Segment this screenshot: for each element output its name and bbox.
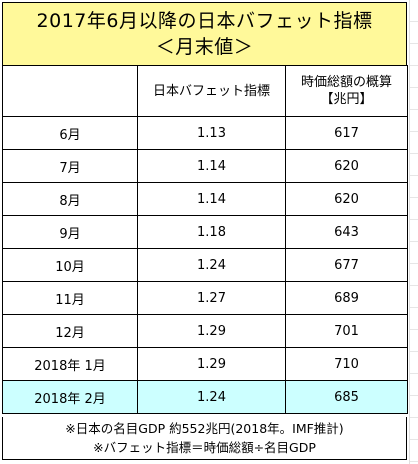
index-cell: 1.13 bbox=[137, 116, 286, 150]
index-cell: 1.24 bbox=[137, 380, 286, 414]
month-cell: 8月 bbox=[2, 182, 138, 216]
data-table: 日本バフェット指標 時価総額の概算 【兆円】 6月 1.13 617 7月 1.14 62… bbox=[2, 65, 408, 414]
title-block: 2017年6月以降の日本バフェット指標 ＜月末値＞ bbox=[2, 2, 407, 66]
cap-cell: 620 bbox=[285, 182, 408, 216]
month-cell: 9月 bbox=[2, 215, 138, 249]
month-cell: 11月 bbox=[2, 281, 138, 315]
cap-cell: 685 bbox=[285, 380, 408, 414]
spreadsheet-background bbox=[409, 0, 418, 464]
header-market-cap: 時価総額の概算 【兆円】 bbox=[285, 65, 408, 117]
cap-cell: 620 bbox=[285, 149, 408, 183]
header-month bbox=[2, 65, 138, 117]
footnotes: ※日本の名目GDP 約552兆円(2018年。IMF推計) ※バフェット指標＝時… bbox=[2, 417, 407, 460]
table-row: 9月 1.18 643 bbox=[2, 215, 408, 249]
index-cell: 1.14 bbox=[137, 182, 286, 216]
month-cell: 2018年 2月 bbox=[2, 380, 138, 414]
header-market-cap-label: 時価総額の概算 bbox=[300, 75, 392, 90]
table-row: 2018年 2月 1.24 685 bbox=[2, 380, 408, 414]
table-row: 2018年 1月 1.29 710 bbox=[2, 347, 408, 381]
month-cell: 10月 bbox=[2, 248, 138, 282]
index-cell: 1.14 bbox=[137, 149, 286, 183]
note-gdp: ※日本の名目GDP 約552兆円(2018年。IMF推計) bbox=[65, 421, 344, 436]
title-main: 2017年6月以降の日本バフェット指標 bbox=[36, 10, 373, 32]
cap-cell: 617 bbox=[285, 116, 408, 150]
index-cell: 1.27 bbox=[137, 281, 286, 315]
header-market-cap-unit: 【兆円】 bbox=[320, 92, 373, 107]
table-row: 6月 1.13 617 bbox=[2, 116, 408, 150]
month-cell: 7月 bbox=[2, 149, 138, 183]
cap-cell: 701 bbox=[285, 314, 408, 348]
index-cell: 1.24 bbox=[137, 248, 286, 282]
cap-cell: 643 bbox=[285, 215, 408, 249]
table-row: 11月 1.27 689 bbox=[2, 281, 408, 315]
title-sub: ＜月末値＞ bbox=[155, 36, 254, 58]
table-header-row: 日本バフェット指標 時価総額の概算 【兆円】 bbox=[2, 65, 408, 117]
index-cell: 1.29 bbox=[137, 347, 286, 381]
buffett-indicator-table: 2017年6月以降の日本バフェット指標 ＜月末値＞ 日本バフェット指標 時価総額… bbox=[2, 2, 408, 460]
table-row: 7月 1.14 620 bbox=[2, 149, 408, 183]
cap-cell: 710 bbox=[285, 347, 408, 381]
index-cell: 1.18 bbox=[137, 215, 286, 249]
index-cell: 1.29 bbox=[137, 314, 286, 348]
month-cell: 2018年 1月 bbox=[2, 347, 138, 381]
cap-cell: 677 bbox=[285, 248, 408, 282]
header-buffett-index: 日本バフェット指標 bbox=[137, 65, 286, 117]
month-cell: 6月 bbox=[2, 116, 138, 150]
table-row: 10月 1.24 677 bbox=[2, 248, 408, 282]
month-cell: 12月 bbox=[2, 314, 138, 348]
table-row: 12月 1.29 701 bbox=[2, 314, 408, 348]
table-row: 8月 1.14 620 bbox=[2, 182, 408, 216]
cap-cell: 689 bbox=[285, 281, 408, 315]
note-formula: ※バフェット指標＝時価総額÷名目GDP bbox=[93, 440, 316, 455]
